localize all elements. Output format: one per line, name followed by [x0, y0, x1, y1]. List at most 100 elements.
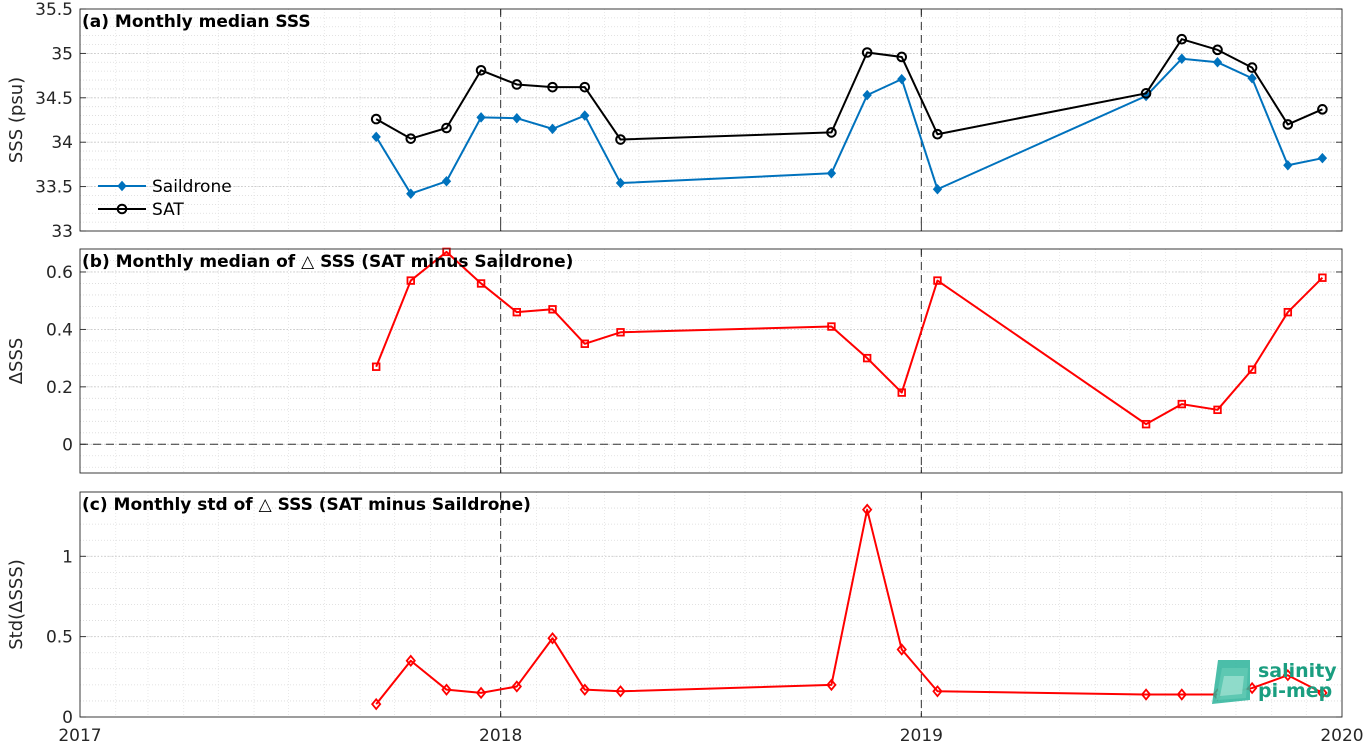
data-point — [826, 127, 837, 138]
y-tick-label: 33.5 — [35, 178, 73, 198]
panel-title: (c) Monthly std of △ SSS (SAT minus Sail… — [82, 495, 531, 515]
data-point — [475, 686, 487, 700]
data-point — [616, 328, 625, 337]
series-saildrone — [371, 53, 1328, 199]
series-sat — [370, 33, 1328, 145]
data-point — [861, 503, 873, 516]
x-tick-label: 2020 — [1320, 726, 1363, 745]
y-tick-label: 35 — [51, 44, 73, 64]
y-tick-label: 34.5 — [35, 89, 73, 109]
data-point — [826, 678, 837, 692]
data-point — [579, 81, 591, 93]
y-tick-label: 33 — [51, 222, 73, 242]
data-point — [370, 113, 382, 125]
data-point — [1247, 365, 1257, 374]
data-point — [406, 276, 415, 285]
x-tick-label: 2018 — [479, 726, 522, 745]
data-point — [1317, 152, 1328, 164]
y-tick-label: 0 — [62, 435, 73, 455]
data-point — [371, 697, 382, 711]
panel-title: (a) Monthly median SSS — [82, 12, 311, 32]
data-point — [1213, 405, 1222, 415]
logo-text-line1: salinity — [1258, 660, 1337, 682]
data-point — [1176, 688, 1187, 701]
data-point — [932, 184, 943, 195]
series-line — [375, 250, 1324, 426]
data-point — [512, 307, 522, 317]
data-point — [1177, 53, 1187, 64]
series-line — [375, 57, 1323, 195]
data-point — [476, 112, 486, 123]
y-tick-label: 1 — [62, 547, 73, 567]
data-point — [1246, 62, 1258, 73]
data-point — [861, 47, 873, 58]
data-point — [933, 276, 942, 285]
data-point — [475, 64, 487, 76]
data-point — [512, 112, 522, 124]
salinity-pi-mep-logo: salinity pi-mep — [1212, 660, 1337, 704]
data-point — [405, 654, 416, 667]
data-point — [862, 353, 872, 363]
chart-panel-1: 33 33.5 34 34.5 35 35.5 SSS (psu) (a) Monthly m… — [6, 0, 1343, 242]
x-tick-label: 2019 — [900, 726, 943, 745]
data-point — [827, 322, 836, 331]
y-tick-label: 35.5 — [35, 0, 73, 20]
data-point — [1317, 686, 1328, 700]
y-tick-label: 0.4 — [46, 320, 73, 340]
data-point — [511, 680, 522, 693]
logo-text-line2: pi-mep — [1258, 680, 1332, 702]
data-point — [405, 133, 417, 144]
data-point — [1141, 419, 1151, 429]
data-point — [896, 643, 907, 656]
y-tick-label: 0.2 — [46, 378, 73, 398]
data-point — [580, 110, 590, 121]
data-point — [441, 176, 452, 187]
legend-label: SAT — [152, 200, 184, 220]
data-point — [511, 79, 523, 90]
y-tick-label: 0.6 — [46, 263, 73, 283]
logo-wave-icon — [1212, 660, 1250, 704]
x-tick-label: 2017 — [58, 726, 101, 745]
data-point — [441, 683, 452, 696]
data-point — [1283, 307, 1293, 317]
axes-box — [79, 248, 1343, 474]
data-point — [932, 128, 943, 140]
data-point — [1212, 44, 1223, 56]
data-point — [406, 188, 416, 199]
data-point — [1140, 688, 1152, 701]
data-point — [441, 122, 452, 134]
chart-panel-2: 0 0.2 0.4 0.6 ΔSSS (b) Monthly median of △ SS… — [6, 247, 1343, 474]
data-point — [862, 89, 872, 101]
data-point — [476, 279, 486, 288]
axes-box — [79, 491, 1343, 718]
data-point — [897, 388, 906, 397]
data-point — [117, 180, 127, 192]
data-point — [615, 177, 626, 189]
data-point — [580, 339, 589, 348]
data-point — [1282, 669, 1294, 682]
data-point — [1318, 273, 1327, 282]
y-axis-label: SSS (psu) — [6, 77, 27, 163]
y-axis-label: ΔSSS — [6, 338, 27, 385]
data-point — [1283, 160, 1293, 171]
legend-label: Saildrone — [152, 177, 232, 197]
panel-title: (b) Monthly median of △ SSS (SAT minus S… — [82, 252, 573, 272]
y-axis-label: Std(ΔSSS) — [6, 559, 27, 650]
data-point — [1140, 88, 1152, 99]
data-point — [1247, 73, 1257, 84]
data-point — [547, 123, 558, 135]
data-point — [897, 73, 907, 85]
data-point — [548, 305, 557, 314]
data-point — [371, 131, 381, 143]
series-line — [375, 38, 1323, 141]
legend: Saildrone SAT — [98, 177, 232, 220]
data-point — [547, 81, 558, 93]
data-point — [896, 51, 908, 63]
data-point — [1177, 399, 1187, 409]
data-point — [1212, 57, 1223, 68]
data-point — [371, 362, 381, 371]
data-point — [579, 683, 590, 696]
data-point — [1176, 33, 1188, 45]
data-point — [826, 168, 837, 179]
